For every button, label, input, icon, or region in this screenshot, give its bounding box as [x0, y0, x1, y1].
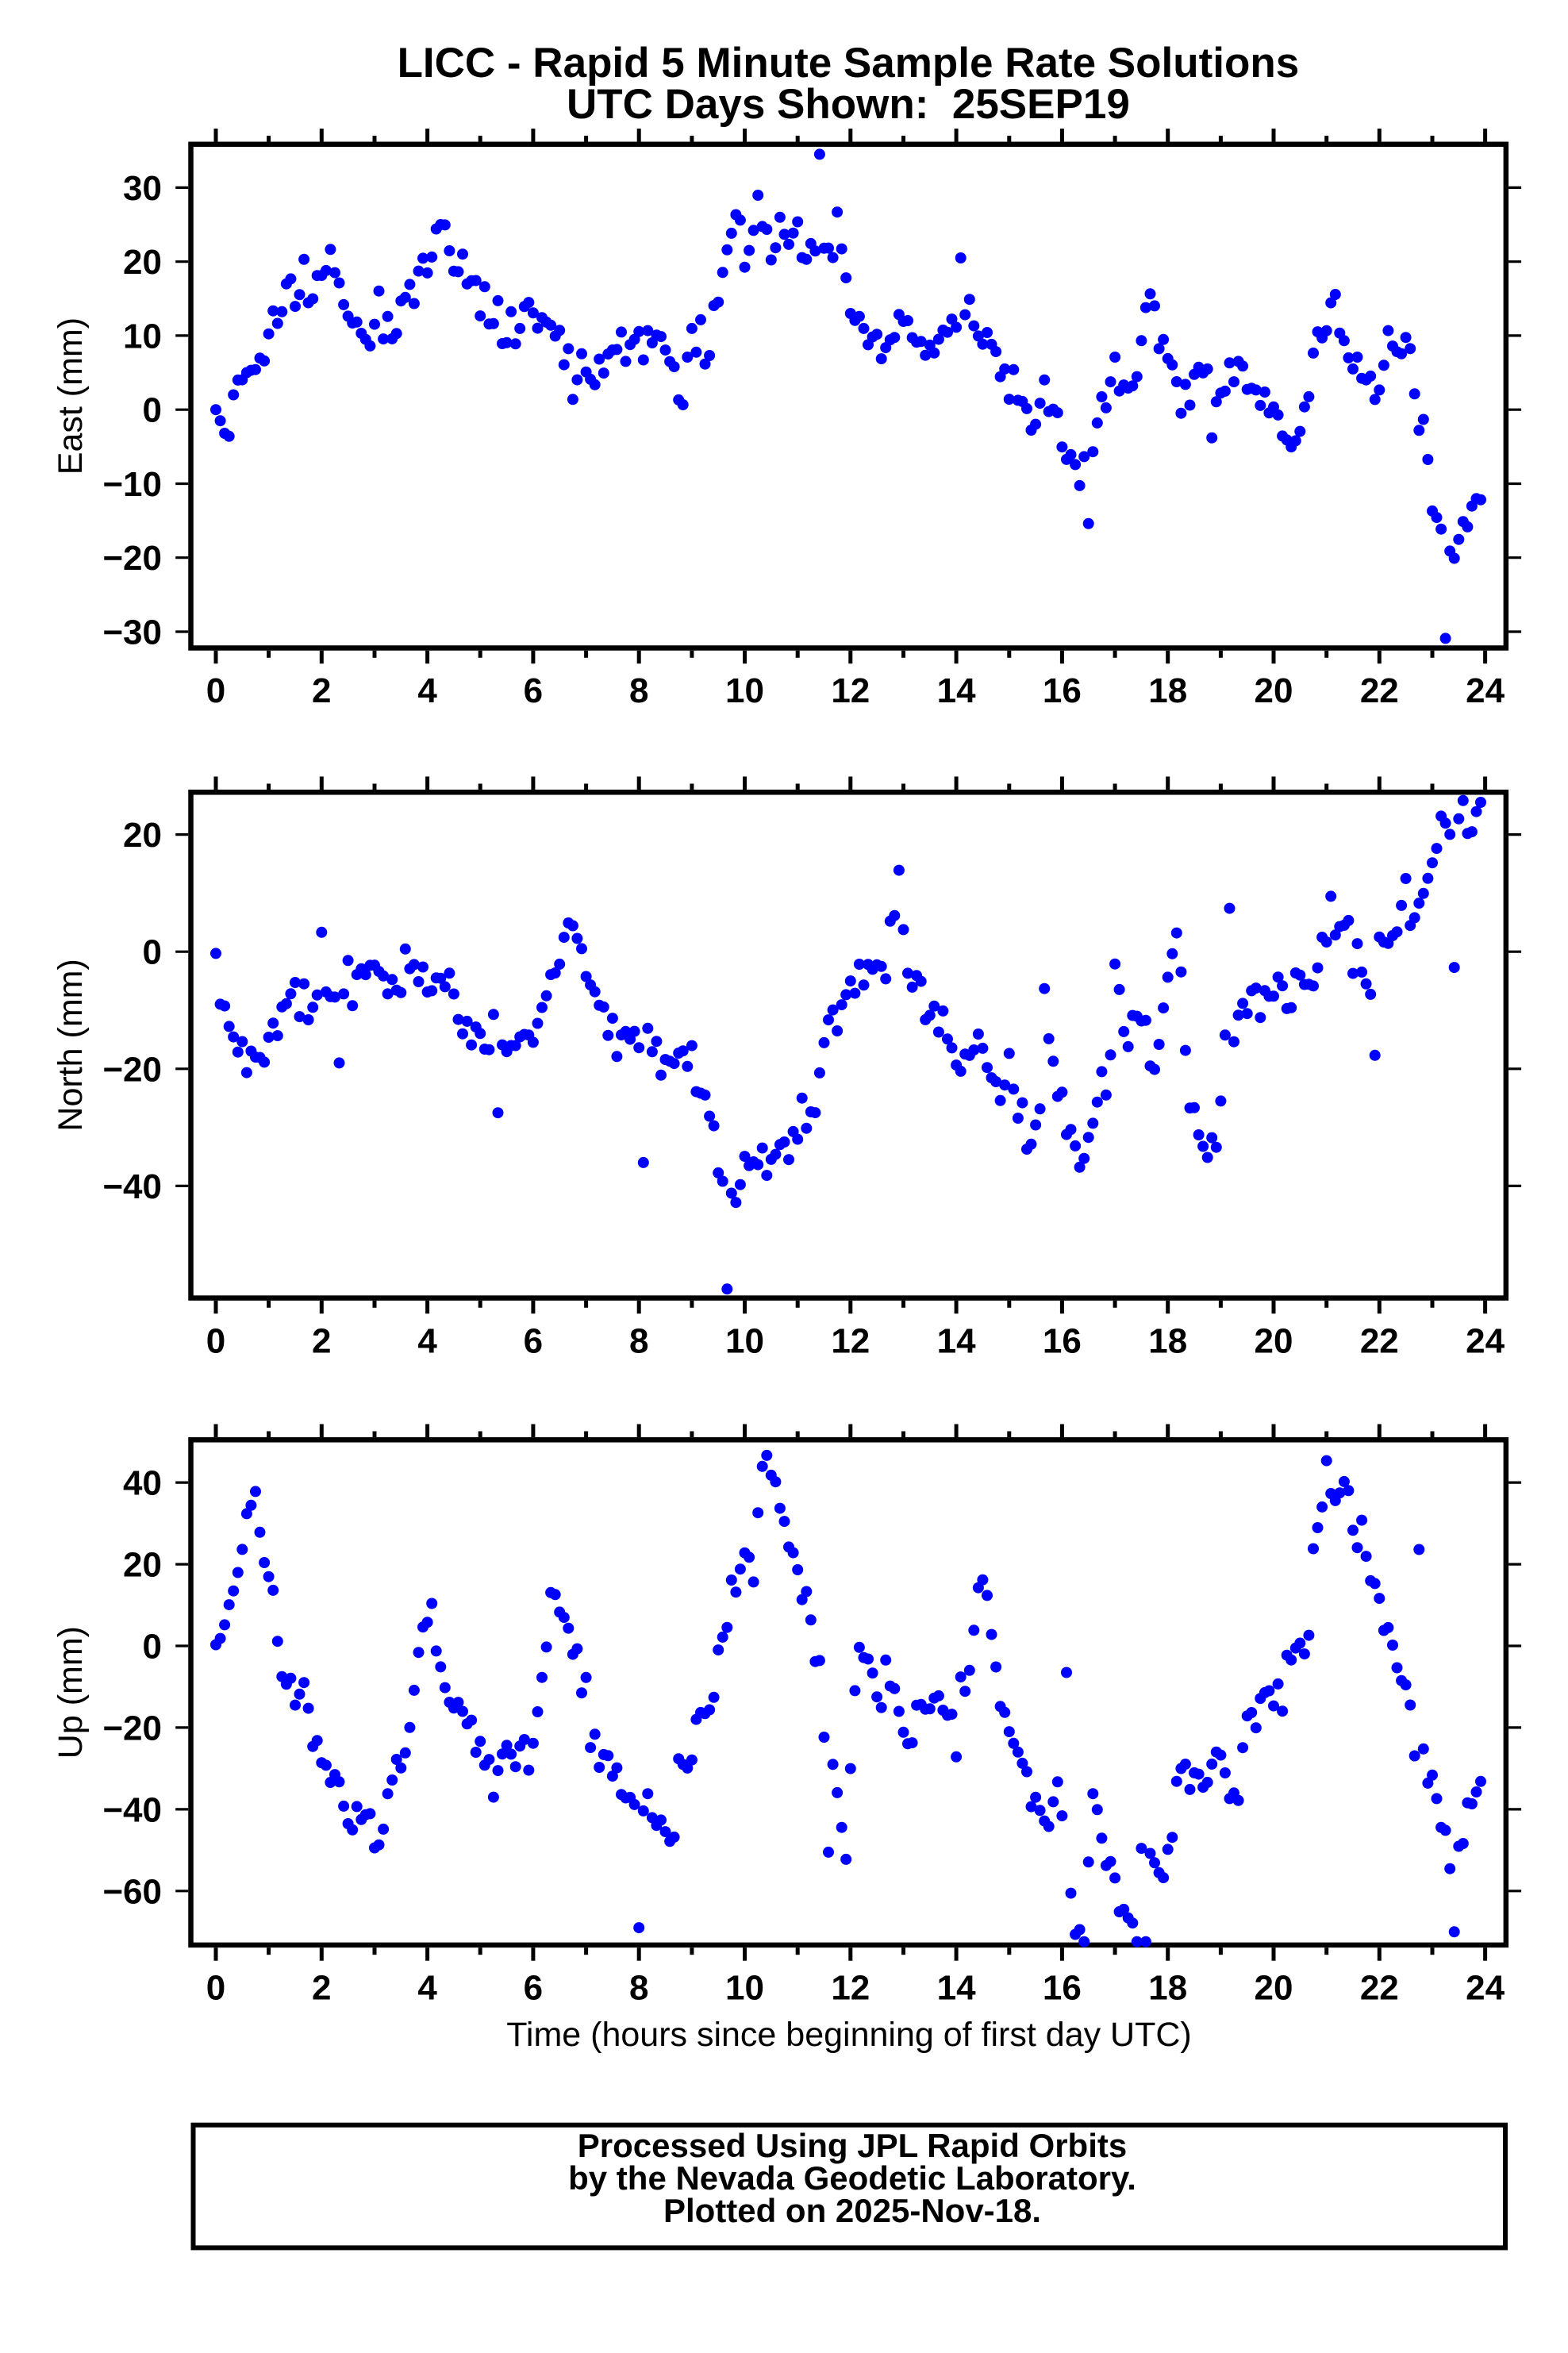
svg-text:18: 18: [1148, 1969, 1187, 2008]
svg-text:24: 24: [1466, 671, 1505, 710]
svg-text:4: 4: [417, 1969, 437, 2008]
svg-text:by the Nevada Geodetic Laborat: by the Nevada Geodetic Laboratory.: [568, 2159, 1136, 2197]
svg-text:22: 22: [1360, 671, 1399, 710]
svg-text:8: 8: [629, 1969, 648, 2008]
svg-text:22: 22: [1360, 1321, 1399, 1360]
svg-text:6: 6: [524, 1321, 543, 1360]
svg-text:18: 18: [1148, 1321, 1187, 1360]
svg-text:0: 0: [206, 1969, 225, 2008]
svg-text:16: 16: [1043, 1321, 1082, 1360]
svg-text:0: 0: [143, 391, 162, 430]
svg-text:10: 10: [725, 1969, 764, 2008]
svg-text:Time (hours since beginning of: Time (hours since beginning of first day…: [506, 2016, 1192, 2054]
svg-text:18: 18: [1148, 671, 1187, 710]
svg-text:North (mm): North (mm): [52, 959, 90, 1131]
svg-text:16: 16: [1043, 671, 1082, 710]
svg-text:−30: −30: [102, 613, 162, 652]
svg-text:12: 12: [831, 671, 870, 710]
svg-text:2: 2: [312, 1969, 331, 2008]
svg-text:14: 14: [937, 671, 976, 710]
svg-text:6: 6: [524, 1969, 543, 2008]
svg-text:−10: −10: [102, 465, 162, 504]
svg-text:−20: −20: [102, 1709, 162, 1747]
svg-text:20: 20: [123, 1546, 162, 1585]
svg-text:−40: −40: [102, 1790, 162, 1829]
svg-text:0: 0: [206, 1321, 225, 1360]
svg-text:10: 10: [123, 317, 162, 356]
svg-text:40: 40: [123, 1464, 162, 1503]
svg-text:2: 2: [312, 1321, 331, 1360]
svg-text:8: 8: [629, 1321, 648, 1360]
svg-text:22: 22: [1360, 1969, 1399, 2008]
svg-text:−20: −20: [102, 1050, 162, 1089]
svg-text:−40: −40: [102, 1167, 162, 1206]
svg-text:−20: −20: [102, 539, 162, 578]
svg-text:24: 24: [1466, 1969, 1505, 2008]
svg-text:20: 20: [1255, 1321, 1293, 1360]
svg-text:10: 10: [725, 1321, 764, 1360]
svg-text:12: 12: [831, 1321, 870, 1360]
svg-text:24: 24: [1466, 1321, 1505, 1360]
svg-text:14: 14: [937, 1321, 976, 1360]
svg-text:East (mm): East (mm): [52, 317, 90, 475]
svg-text:8: 8: [629, 671, 648, 710]
svg-text:4: 4: [417, 1321, 437, 1360]
svg-text:LICC - Rapid 5 Minute Sample R: LICC - Rapid 5 Minute Sample Rate Soluti…: [398, 40, 1300, 87]
svg-text:Up (mm): Up (mm): [52, 1626, 90, 1759]
svg-text:20: 20: [1255, 671, 1293, 710]
svg-text:10: 10: [725, 671, 764, 710]
svg-text:14: 14: [937, 1969, 976, 2008]
svg-text:Processed Using JPL Rapid Orbi: Processed Using JPL Rapid Orbits: [578, 2127, 1127, 2164]
svg-text:UTC Days Shown: 25SEP19: UTC Days Shown: 25SEP19: [567, 81, 1130, 128]
svg-text:2: 2: [312, 671, 331, 710]
svg-text:20: 20: [123, 816, 162, 855]
svg-text:12: 12: [831, 1969, 870, 2008]
svg-text:6: 6: [524, 671, 543, 710]
svg-text:0: 0: [143, 1628, 162, 1667]
svg-text:20: 20: [123, 243, 162, 282]
svg-text:20: 20: [1255, 1969, 1293, 2008]
svg-text:−60: −60: [102, 1872, 162, 1911]
svg-text:0: 0: [206, 671, 225, 710]
svg-text:0: 0: [143, 933, 162, 972]
svg-text:16: 16: [1043, 1969, 1082, 2008]
svg-text:30: 30: [123, 169, 162, 208]
svg-text:4: 4: [417, 671, 437, 710]
svg-text:Plotted on 2025-Nov-18.: Plotted on 2025-Nov-18.: [663, 2192, 1041, 2229]
